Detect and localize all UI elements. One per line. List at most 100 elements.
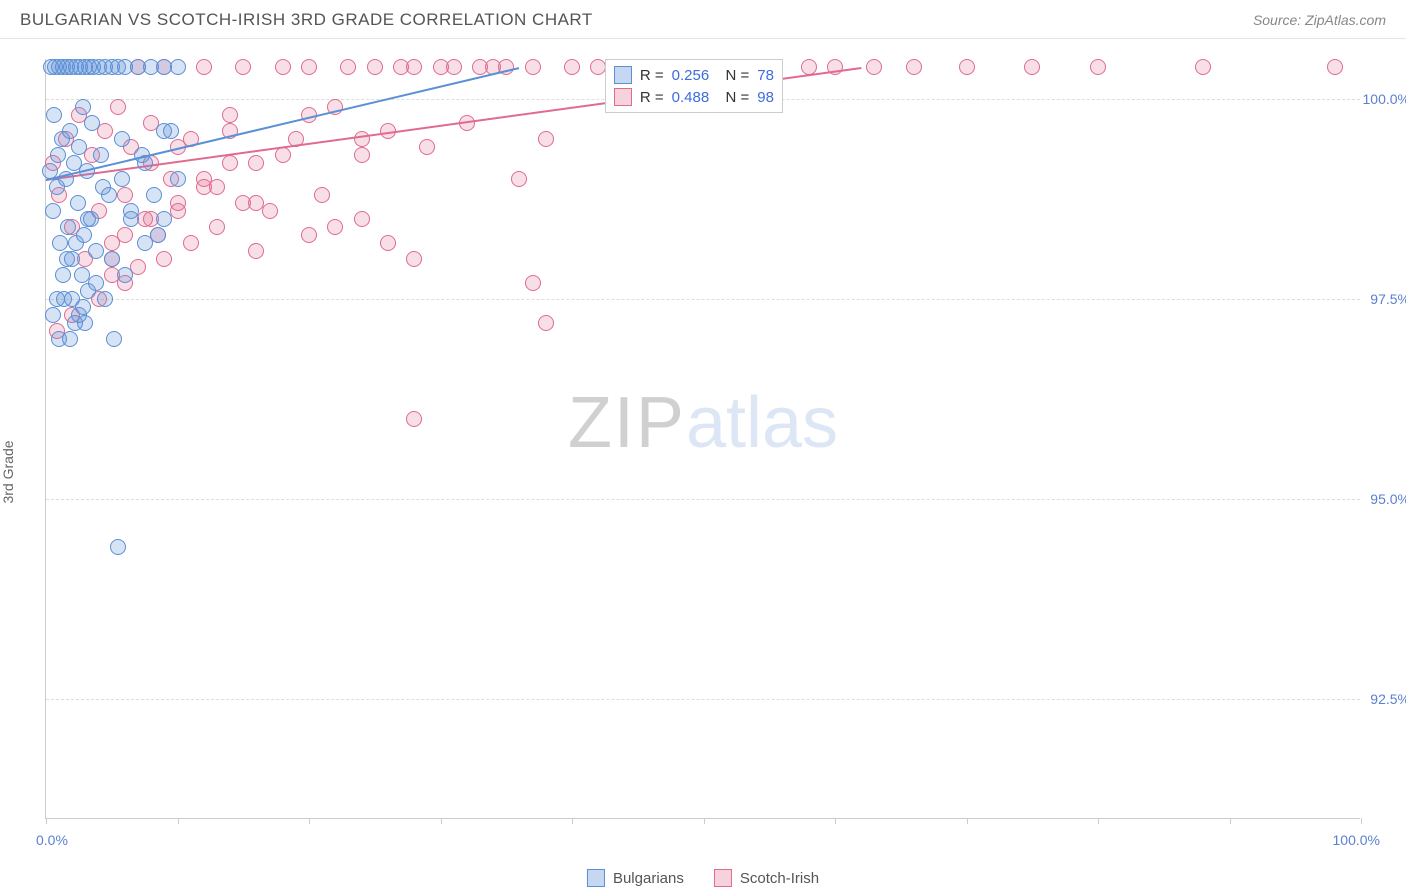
marker-bulgarians [97,291,113,307]
marker-bulgarians [146,187,162,203]
marker-scotch-irish [406,59,422,75]
marker-scotch-irish [1090,59,1106,75]
stats-r-label: R = [640,89,664,106]
legend: Bulgarians Scotch-Irish [587,869,819,887]
x-tick [1098,818,1099,824]
grid-line [46,299,1360,300]
x-tick [46,818,47,824]
stats-n-value: 78 [757,67,774,84]
marker-bulgarians [104,251,120,267]
marker-scotch-irish [314,187,330,203]
marker-bulgarians [70,195,86,211]
x-tick [967,818,968,824]
marker-scotch-irish [209,219,225,235]
marker-scotch-irish [301,59,317,75]
marker-scotch-irish [564,59,580,75]
marker-scotch-irish [354,211,370,227]
marker-scotch-irish [354,147,370,163]
legend-item: Bulgarians [587,869,684,887]
marker-scotch-irish [340,59,356,75]
legend-item: Scotch-Irish [714,869,819,887]
y-axis-label: 3rd Grade [0,440,16,503]
chart-header: BULGARIAN VS SCOTCH-IRISH 3RD GRADE CORR… [0,0,1406,39]
marker-scotch-irish [354,131,370,147]
marker-bulgarians [93,147,109,163]
marker-bulgarians [137,235,153,251]
stats-n-value: 98 [757,89,774,106]
marker-scotch-irish [196,171,212,187]
marker-bulgarians [49,291,65,307]
marker-bulgarians [117,267,133,283]
marker-bulgarians [123,211,139,227]
legend-swatch [714,869,732,887]
legend-label: Scotch-Irish [740,870,819,887]
marker-bulgarians [62,123,78,139]
x-tick [441,818,442,824]
marker-scotch-irish [906,59,922,75]
chart-source: Source: ZipAtlas.com [1253,12,1386,28]
marker-bulgarians [45,203,61,219]
marker-scotch-irish [406,251,422,267]
marker-scotch-irish [235,59,251,75]
watermark-zip: ZIP [568,383,686,463]
y-tick-label: 100.0% [1350,91,1406,107]
marker-bulgarians [95,179,111,195]
marker-bulgarians [106,331,122,347]
stats-r-value: 0.488 [672,89,710,106]
marker-scotch-irish [117,227,133,243]
marker-scotch-irish [525,59,541,75]
marker-scotch-irish [117,187,133,203]
marker-bulgarians [156,211,172,227]
marker-bulgarians [51,331,67,347]
marker-scotch-irish [248,243,264,259]
marker-bulgarians [59,251,75,267]
marker-bulgarians [68,235,84,251]
marker-scotch-irish [183,235,199,251]
chart-wrapper: 3rd Grade ZIPatlas 92.5%95.0%97.5%100.0%… [0,39,1406,889]
marker-bulgarians [114,171,130,187]
marker-scotch-irish [275,59,291,75]
marker-scotch-irish [301,227,317,243]
marker-bulgarians [114,131,130,147]
marker-bulgarians [75,99,91,115]
marker-scotch-irish [156,251,172,267]
marker-bulgarians [88,275,104,291]
marker-scotch-irish [196,59,212,75]
marker-scotch-irish [511,171,527,187]
stats-n-label: N = [717,89,749,106]
marker-bulgarians [45,307,61,323]
marker-bulgarians [71,139,87,155]
stats-r-label: R = [640,67,664,84]
marker-bulgarians [84,115,100,131]
marker-scotch-irish [525,275,541,291]
x-tick [178,818,179,824]
marker-scotch-irish [235,195,251,211]
x-axis-label-left: 0.0% [36,832,68,848]
x-axis-label-right: 100.0% [1333,832,1380,848]
marker-scotch-irish [1195,59,1211,75]
legend-swatch [587,869,605,887]
stats-swatch [614,88,632,106]
marker-scotch-irish [419,139,435,155]
chart-title: BULGARIAN VS SCOTCH-IRISH 3RD GRADE CORR… [20,10,593,30]
marker-scotch-irish [367,59,383,75]
plot-area: ZIPatlas 92.5%95.0%97.5%100.0%0.0%100.0%… [45,59,1360,819]
marker-bulgarians [80,211,96,227]
stats-n-label: N = [717,67,749,84]
marker-bulgarians [55,267,71,283]
marker-bulgarians [52,235,68,251]
marker-bulgarians [170,59,186,75]
marker-scotch-irish [380,235,396,251]
marker-bulgarians [170,171,186,187]
marker-bulgarians [50,147,66,163]
stats-box: R = 0.256 N = 78R = 0.488 N = 98 [605,59,783,113]
x-tick [309,818,310,824]
marker-scotch-irish [959,59,975,75]
marker-scotch-irish [538,131,554,147]
y-tick-label: 97.5% [1350,291,1406,307]
x-tick [572,818,573,824]
marker-bulgarians [46,107,62,123]
legend-label: Bulgarians [613,870,684,887]
marker-scotch-irish [327,219,343,235]
marker-scotch-irish [446,59,462,75]
